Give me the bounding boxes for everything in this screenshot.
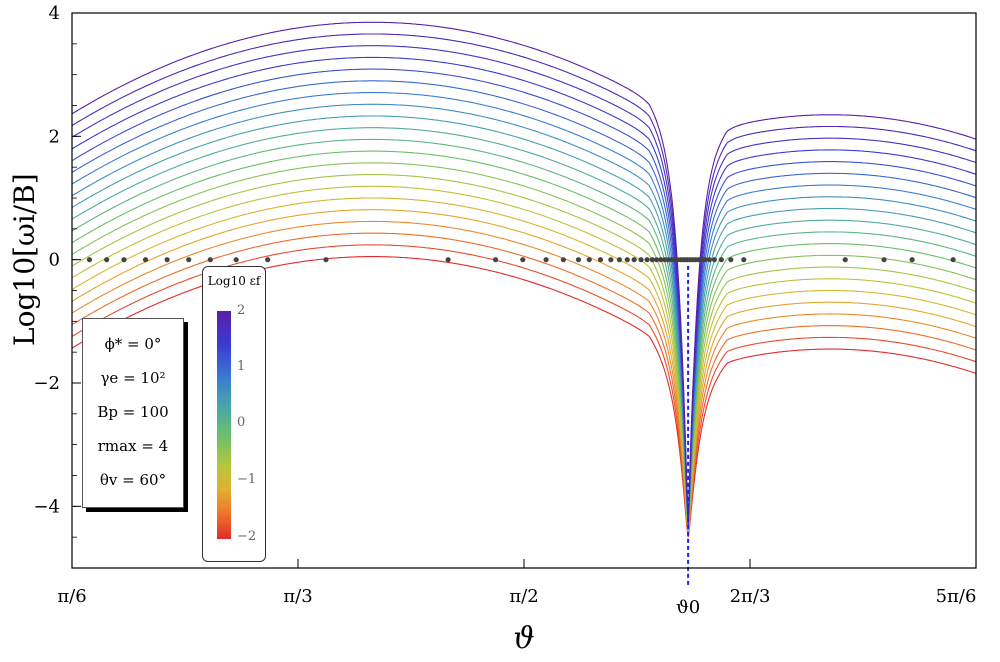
data-dot-42	[706, 257, 712, 263]
series-curve-2	[71, 232, 977, 536]
x-tick-label-4: 5π/6	[936, 586, 977, 607]
series-curve-20	[71, 21, 977, 523]
data-dot-46	[741, 257, 747, 263]
param-rmax: rmax = 4	[97, 437, 169, 455]
data-dot-48	[881, 257, 887, 263]
data-dot-0	[86, 257, 93, 263]
curves-group	[71, 21, 977, 538]
colorbar-tick: −2	[237, 529, 257, 544]
data-dot-21	[631, 257, 637, 263]
data-dot-18	[608, 257, 614, 263]
colorbar-tick: −1	[237, 472, 257, 487]
data-dot-9	[323, 257, 329, 263]
x-tick-label-1: π/3	[283, 586, 312, 607]
data-dot-8	[265, 257, 271, 263]
series-curve-12	[71, 115, 977, 529]
x-tick-label-0: π/6	[57, 586, 86, 607]
data-dot-15	[575, 257, 582, 263]
param-thetav: θv = 60°	[99, 471, 167, 489]
colorbar-tick: 0	[237, 415, 246, 430]
data-dot-44	[718, 257, 724, 263]
series-curve-3	[71, 220, 977, 535]
data-dot-26	[658, 257, 664, 263]
param-bp: Bp = 100	[97, 403, 169, 421]
data-dot-6	[207, 257, 213, 263]
data-dot-47	[842, 257, 848, 263]
y-tick-label-0: 4	[49, 3, 60, 24]
series-curve-10	[71, 138, 977, 530]
parameters-box: ϕ* = 0° γe = 10² Bp = 100 rmax = 4 θv = …	[82, 318, 184, 508]
series-curve-14	[71, 92, 977, 527]
series-curve-5	[71, 197, 977, 534]
colorbar-tick: 2	[237, 303, 246, 318]
data-dot-49	[909, 257, 915, 263]
param-phi: ϕ* = 0°	[104, 335, 162, 353]
series-curve-19	[71, 33, 977, 524]
data-dot-25	[653, 257, 660, 263]
series-curve-18	[71, 45, 977, 524]
data-dot-10	[445, 257, 451, 263]
data-dot-11	[492, 257, 499, 263]
data-dot-2	[121, 257, 127, 263]
series-curve-15	[71, 80, 977, 527]
colorbar-legend: Log10 εf 2 1 0 −1 −2	[202, 266, 266, 562]
series-curve-16	[71, 68, 977, 526]
series-curve-4	[71, 209, 977, 535]
data-dot-5	[186, 257, 192, 263]
x-tick-label-3: 2π/3	[730, 586, 771, 607]
colorbar-title: Log10 εf	[207, 274, 261, 288]
data-dot-43	[711, 257, 718, 263]
data-dot-14	[560, 257, 566, 263]
data-dot-1	[104, 257, 110, 263]
data-dot-19	[616, 257, 623, 263]
data-dot-50	[950, 257, 956, 263]
data-dot-7	[233, 257, 239, 263]
data-dot-45	[728, 257, 734, 263]
data-dot-12	[520, 257, 526, 263]
y-tick-label-1: 2	[49, 126, 60, 147]
series-curve-7	[71, 174, 977, 533]
y-tick-label-3: −2	[33, 373, 60, 394]
data-dot-4	[164, 257, 170, 263]
colorbar-gradient	[217, 311, 231, 539]
data-dot-22	[638, 257, 644, 263]
data-dot-13	[543, 257, 549, 263]
series-curve-9	[71, 150, 977, 531]
series-curve-8	[71, 162, 977, 532]
series-curve-13	[71, 103, 977, 528]
data-dot-24	[649, 257, 655, 263]
y-tick-label-4: −4	[33, 496, 60, 517]
y-axis-title: Log10[ωi/B]	[8, 173, 41, 346]
dots-group	[86, 257, 956, 263]
data-dot-17	[597, 257, 604, 263]
data-dot-16	[586, 257, 592, 263]
theta0-label: ϑ0	[676, 597, 700, 618]
ticks-group: π/6 π/3 π/2 2π/3 5π/6 4 2 0 −2 −4	[33, 3, 977, 607]
data-dot-41	[702, 257, 708, 263]
data-dot-20	[624, 257, 630, 263]
data-dot-23	[644, 257, 650, 263]
series-curve-11	[71, 127, 977, 530]
series-curve-17	[71, 56, 977, 525]
x-axis-title: ϑ	[513, 621, 534, 656]
data-dot-3	[142, 257, 149, 263]
x-tick-label-2: π/2	[509, 586, 538, 607]
series-curve-6	[71, 185, 977, 533]
param-gamma: γe = 10²	[100, 369, 166, 387]
y-tick-label-2: 0	[49, 250, 60, 271]
colorbar-tick: 1	[237, 359, 246, 374]
